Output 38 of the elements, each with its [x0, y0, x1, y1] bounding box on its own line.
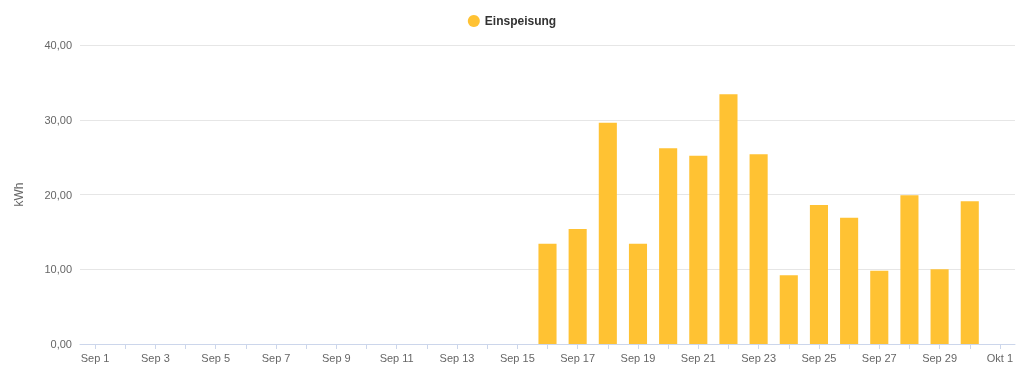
y-axis-title: kWh: [12, 182, 26, 207]
bar: [870, 270, 889, 344]
bar: [779, 275, 798, 344]
x-tick-label: Sep 27: [861, 351, 897, 364]
x-tick-label: Sep 1: [80, 351, 110, 364]
x-tick-label: Sep 23: [741, 351, 777, 364]
x-tick-label: Sep 25: [801, 351, 837, 364]
bar: [689, 155, 708, 344]
y-tick-label: 20,00: [44, 188, 72, 201]
bar: [900, 195, 919, 344]
x-tick-label: Okt 1: [986, 351, 1014, 364]
bar: [568, 228, 587, 344]
x-tick-label: Sep 17: [560, 351, 596, 364]
bar: [960, 201, 979, 344]
legend-label: Einspeisung: [484, 14, 557, 28]
bar: [749, 154, 768, 344]
bar: [538, 243, 557, 344]
bar: [930, 269, 949, 344]
x-tick-label: Sep 3: [141, 351, 170, 364]
x-tick-label: Sep 21: [680, 351, 716, 364]
y-tick-label: 30,00: [44, 113, 72, 126]
y-tick-label: 40,00: [44, 39, 72, 51]
x-tick-label: Sep 19: [620, 351, 656, 364]
x-tick-label: Sep 15: [499, 351, 535, 364]
bar: [628, 243, 648, 344]
bar: [719, 94, 738, 344]
bar: [659, 148, 678, 344]
x-tick-label: Sep 7: [261, 351, 291, 364]
bar: [809, 204, 828, 344]
x-tick-label: Sep 5: [201, 351, 231, 364]
y-tick-label: 0,00: [50, 338, 72, 350]
x-tick-label: Sep 11: [379, 351, 414, 364]
y-tick-label: 10,00: [44, 263, 72, 276]
x-tick-label: Sep 9: [322, 351, 351, 364]
bar: [598, 122, 617, 344]
x-tick-label: Sep 13: [439, 351, 475, 364]
bar: [840, 217, 859, 344]
x-tick-label: Sep 29: [922, 351, 958, 364]
